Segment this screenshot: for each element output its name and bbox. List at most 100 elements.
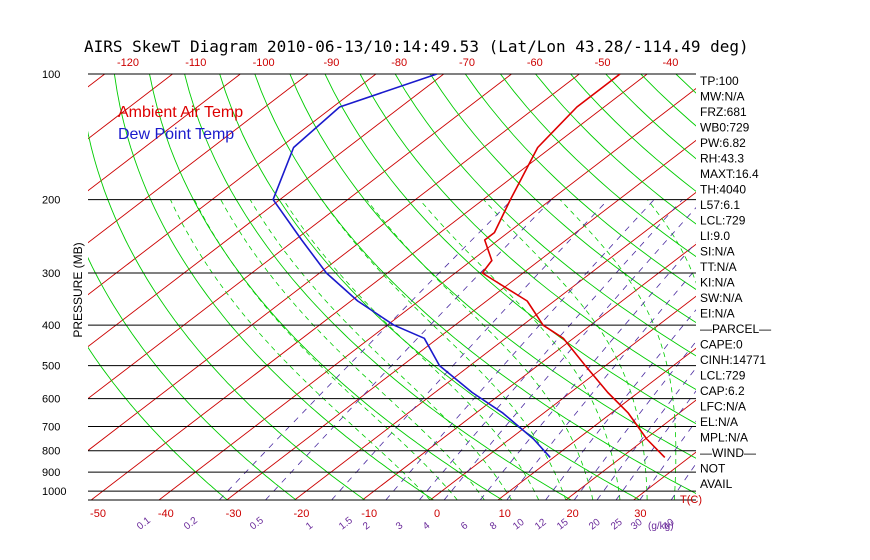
mixing-ratio-label: 10 xyxy=(511,517,527,533)
index-entry: FRZ:681 xyxy=(700,105,747,119)
dry-adiabat-line xyxy=(746,74,870,500)
index-entry: TT:N/A xyxy=(700,260,737,274)
top-temp-tick-label: -120 xyxy=(117,57,139,69)
mixing-ratio-line xyxy=(506,268,696,500)
moist-adiabat-line xyxy=(249,199,512,500)
top-temp-tick-label: -110 xyxy=(185,57,206,69)
index-entry: —PARCEL— xyxy=(700,322,771,336)
chart-title: AIRS SkewT Diagram 2010-06-13/10:14:49.5… xyxy=(84,37,749,56)
isotherm-line xyxy=(158,87,696,500)
index-entry: TP:100 xyxy=(700,74,739,88)
background-grid xyxy=(88,74,870,500)
mixing-ratio-label: 1 xyxy=(304,520,316,532)
mixing-ratio-label: 0.1 xyxy=(135,515,153,532)
mixing-ratio-unit: (g/kg) xyxy=(648,521,674,532)
legend: Ambient Air Temp Dew Point Temp xyxy=(118,104,243,143)
pressure-tick-label: 800 xyxy=(42,446,60,458)
top-temp-tick-label: -100 xyxy=(253,57,275,69)
pressure-tick-label: 600 xyxy=(42,394,60,406)
dry-adiabat-line xyxy=(359,74,696,391)
mixing-ratio-label: 6 xyxy=(459,520,471,532)
index-entry: CINH:14771 xyxy=(700,353,766,367)
mixing-ratio-label: 8 xyxy=(488,520,500,532)
isotherm-line xyxy=(90,74,648,500)
index-entry: NOT xyxy=(700,462,726,476)
pressure-tick-label: 300 xyxy=(42,268,60,280)
index-entry: LCL:729 xyxy=(700,369,746,383)
mixing-ratio-label: 12 xyxy=(533,517,549,533)
bottom-temp-tick-label: -50 xyxy=(90,508,106,520)
dry-adiabat-line xyxy=(851,74,870,500)
legend-ambient-temp: Ambient Air Temp xyxy=(118,104,243,121)
isobar-lines xyxy=(88,73,696,501)
isotherm-line xyxy=(88,74,580,452)
index-entry: EI:N/A xyxy=(700,307,735,321)
sounding-series xyxy=(272,74,666,458)
dry-adiabat-line xyxy=(500,74,696,258)
dew-point-line xyxy=(272,74,551,458)
top-temp-tick-label: -90 xyxy=(323,57,339,69)
index-entry: MAXT:16.4 xyxy=(700,167,759,181)
dry-adiabat-line xyxy=(88,256,297,500)
mixing-ratio-line xyxy=(443,207,696,500)
top-temp-tick-label: -50 xyxy=(595,57,611,69)
mixing-ratio-label: 2 xyxy=(361,520,373,532)
top-temp-tick-label: -60 xyxy=(527,57,543,69)
index-entry: MPL:N/A xyxy=(700,431,748,445)
mixing-ratio-line xyxy=(385,199,655,500)
index-entry: LFC:N/A xyxy=(700,400,746,414)
moist-adiabat-line xyxy=(483,199,648,500)
index-entry: SW:N/A xyxy=(700,291,742,305)
index-entry: CAP:6.2 xyxy=(700,384,745,398)
mixing-ratio-line xyxy=(479,241,696,500)
index-entry: MW:N/A xyxy=(700,90,744,104)
bottom-temp-tick-label: -30 xyxy=(226,508,242,520)
isotherm-line xyxy=(837,74,870,500)
isotherm-line xyxy=(633,451,696,500)
pressure-tick-label: 200 xyxy=(42,195,60,207)
isotherm-line xyxy=(565,399,696,500)
isotherm-line xyxy=(294,191,696,500)
legend-dew-point: Dew Point Temp xyxy=(118,126,234,143)
index-entry: —WIND— xyxy=(700,446,756,460)
bottom-temp-tick-label: -10 xyxy=(361,508,377,520)
isotherm-line xyxy=(88,74,241,192)
isotherm-line xyxy=(497,347,696,500)
moist-adiabat-line xyxy=(559,199,677,500)
moist-adiabat-line xyxy=(756,200,810,500)
mixing-ratio-label: 3 xyxy=(394,520,406,532)
index-entry: SI:N/A xyxy=(700,245,735,259)
dry-adiabat-line xyxy=(289,74,696,459)
dry-adiabat-line xyxy=(640,74,696,127)
index-entry: EL:N/A xyxy=(700,415,738,429)
dry-adiabat-line xyxy=(394,74,696,357)
index-entry: RH:43.3 xyxy=(700,152,744,166)
dry-adiabat-line xyxy=(88,130,366,500)
pressure-tick-label: 400 xyxy=(42,320,60,332)
pressure-tick-label: 900 xyxy=(42,467,60,479)
y-axis-label: PRESSURE (MB) xyxy=(71,242,85,337)
dry-adiabat-line xyxy=(219,74,641,500)
index-entry: TH:4040 xyxy=(700,183,746,197)
bottom-temp-tick-label: 0 xyxy=(434,508,440,520)
pressure-tick-label: 700 xyxy=(42,422,60,434)
mixing-ratio-line xyxy=(750,200,870,500)
bottom-temp-tick-label: 20 xyxy=(566,508,578,520)
pressure-tick-label: 500 xyxy=(42,361,60,373)
bottom-temp-tick-label: 10 xyxy=(499,508,511,520)
isotherm-line xyxy=(88,74,377,296)
mixing-ratio-label: 20 xyxy=(587,517,603,533)
mixing-ratio-line xyxy=(419,199,683,500)
dry-adiabat-line xyxy=(113,74,434,500)
isotherm-line xyxy=(88,74,445,348)
index-entry: L57:6.1 xyxy=(700,198,740,212)
isotherm-line xyxy=(769,74,870,500)
index-entry: CAPE:0 xyxy=(700,338,743,352)
moist-adiabat-line xyxy=(419,199,621,500)
bottom-temp-unit: T(C) xyxy=(680,494,702,506)
mixing-ratio-line xyxy=(265,199,552,500)
dry-adiabat-line xyxy=(149,74,503,500)
mixing-ratio-line xyxy=(219,199,513,500)
dry-adiabat-line xyxy=(464,74,696,290)
dry-adiabat-line xyxy=(324,74,696,425)
